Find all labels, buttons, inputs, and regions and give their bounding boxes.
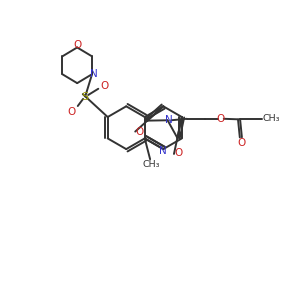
Text: O: O [174,148,182,158]
Text: O: O [217,114,225,124]
Text: O: O [68,107,76,117]
Text: N: N [165,115,173,125]
Text: O: O [100,81,109,91]
Text: S: S [82,92,89,101]
Text: O: O [238,138,246,148]
Text: CH₃: CH₃ [142,160,160,169]
Text: CH₃: CH₃ [262,114,280,123]
Text: N: N [90,69,98,79]
Text: O: O [136,127,144,136]
Text: N: N [159,146,167,157]
Text: O: O [73,40,81,50]
